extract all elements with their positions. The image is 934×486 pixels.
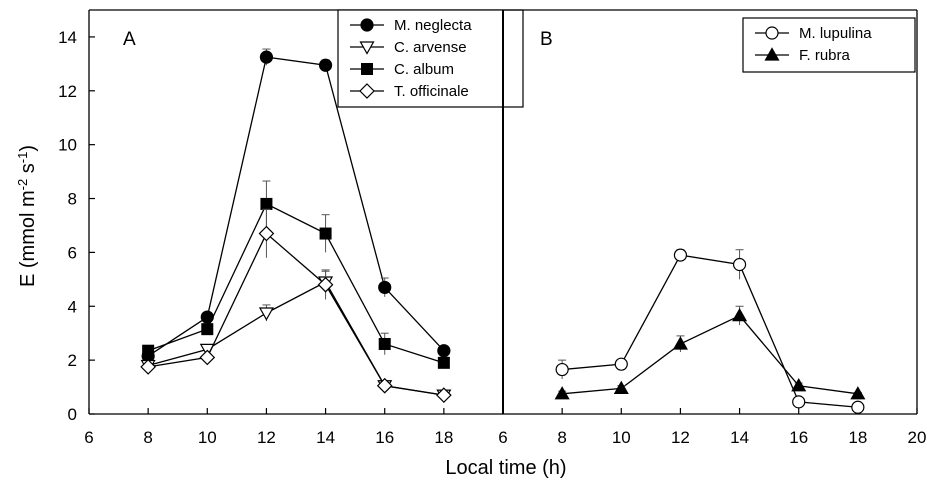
x-tick-label: 14 — [730, 428, 749, 447]
panel-a: 6 8 10 12 14 16 18 0 2 4 6 8 10 12 14 A M. neglecta C. ar… — [58, 9, 524, 447]
y-tick-label: 2 — [68, 351, 77, 370]
x-tick-label: 14 — [316, 428, 335, 447]
y-tick-label: 0 — [68, 405, 77, 424]
y-tick-label: 14 — [58, 28, 77, 47]
legend-label: C. arvense — [394, 39, 467, 56]
legend-marker — [764, 47, 780, 61]
data-point — [672, 336, 688, 350]
legend-marker — [359, 83, 375, 99]
x-tick-label: 12 — [671, 428, 690, 447]
y-tick-label: 10 — [58, 136, 77, 155]
data-point — [376, 377, 393, 394]
series-line — [148, 232, 444, 396]
series-line — [562, 314, 858, 395]
y-axis-title: E (mmol m-2 s-1) — [15, 145, 39, 287]
legend-marker — [361, 63, 373, 75]
data-point — [259, 50, 274, 64]
legend-label: T. officinale — [394, 83, 469, 100]
data-point — [317, 276, 334, 293]
series-c-album — [142, 180, 450, 369]
data-point — [260, 197, 273, 210]
x-tick-label: 6 — [498, 428, 507, 447]
x-axis-title: Local time (h) — [445, 457, 566, 479]
legend-label: M. lupulina — [799, 25, 872, 42]
legend-marker — [360, 18, 374, 32]
x-tick-label: 8 — [557, 428, 566, 447]
data-point — [613, 380, 629, 395]
x-tick-label: 18 — [848, 428, 867, 447]
x-tick-label: 18 — [434, 428, 453, 447]
x-tick-label: 10 — [612, 428, 631, 447]
y-tick-label: 8 — [68, 190, 77, 209]
data-point — [792, 395, 806, 409]
data-point — [378, 280, 392, 295]
x-tick-label: 12 — [257, 428, 276, 447]
data-point — [318, 58, 333, 72]
y-tick-label: 12 — [58, 82, 77, 101]
series-line — [147, 281, 444, 396]
x-tick-label: 16 — [375, 428, 394, 447]
panel-letter: B — [540, 29, 553, 50]
series-line — [562, 254, 858, 408]
legend-marker — [765, 26, 779, 40]
data-point — [201, 323, 214, 336]
x-tick-label: 6 — [84, 428, 93, 447]
data-point — [437, 356, 450, 369]
data-point — [319, 227, 332, 240]
data-point — [258, 307, 274, 321]
data-point — [791, 378, 807, 392]
series-line — [147, 56, 445, 357]
data-point — [437, 344, 451, 358]
data-point — [140, 359, 156, 375]
data-point — [378, 337, 391, 350]
data-point — [614, 357, 628, 371]
series-line — [147, 203, 445, 364]
x-tick-label: 10 — [198, 428, 217, 447]
panel-b: 6 8 10 12 14 16 18 20 B M. lupulina F. rubra — [498, 9, 927, 447]
legend-label: M. neglecta — [394, 17, 472, 34]
data-point — [732, 257, 747, 272]
data-point — [436, 387, 452, 403]
data-point — [258, 225, 275, 242]
legend-label: C. album — [394, 61, 454, 78]
x-tick-label: 16 — [789, 428, 808, 447]
series-f-rubra — [554, 305, 866, 400]
legend-label: F. rubra — [799, 47, 851, 64]
panel-letter: A — [123, 29, 136, 50]
y-tick-label: 6 — [68, 243, 77, 262]
data-point — [555, 362, 569, 377]
data-point — [850, 386, 866, 400]
data-point — [142, 344, 155, 357]
x-tick-label: 8 — [143, 428, 152, 447]
y-tick-label: 4 — [68, 297, 77, 316]
legend: M. neglecta C. arvense C. album T. officina… — [337, 9, 524, 108]
data-point — [673, 248, 688, 262]
data-point — [732, 307, 748, 322]
series-m-lupulina — [555, 248, 865, 414]
data-point — [851, 400, 865, 414]
legend-marker — [359, 41, 375, 55]
data-point — [554, 386, 570, 400]
series-t-officinale — [140, 208, 452, 403]
legend: M. lupulina F. rubra — [742, 17, 916, 73]
x-tick-label: 20 — [908, 428, 927, 447]
data-point — [199, 349, 216, 366]
